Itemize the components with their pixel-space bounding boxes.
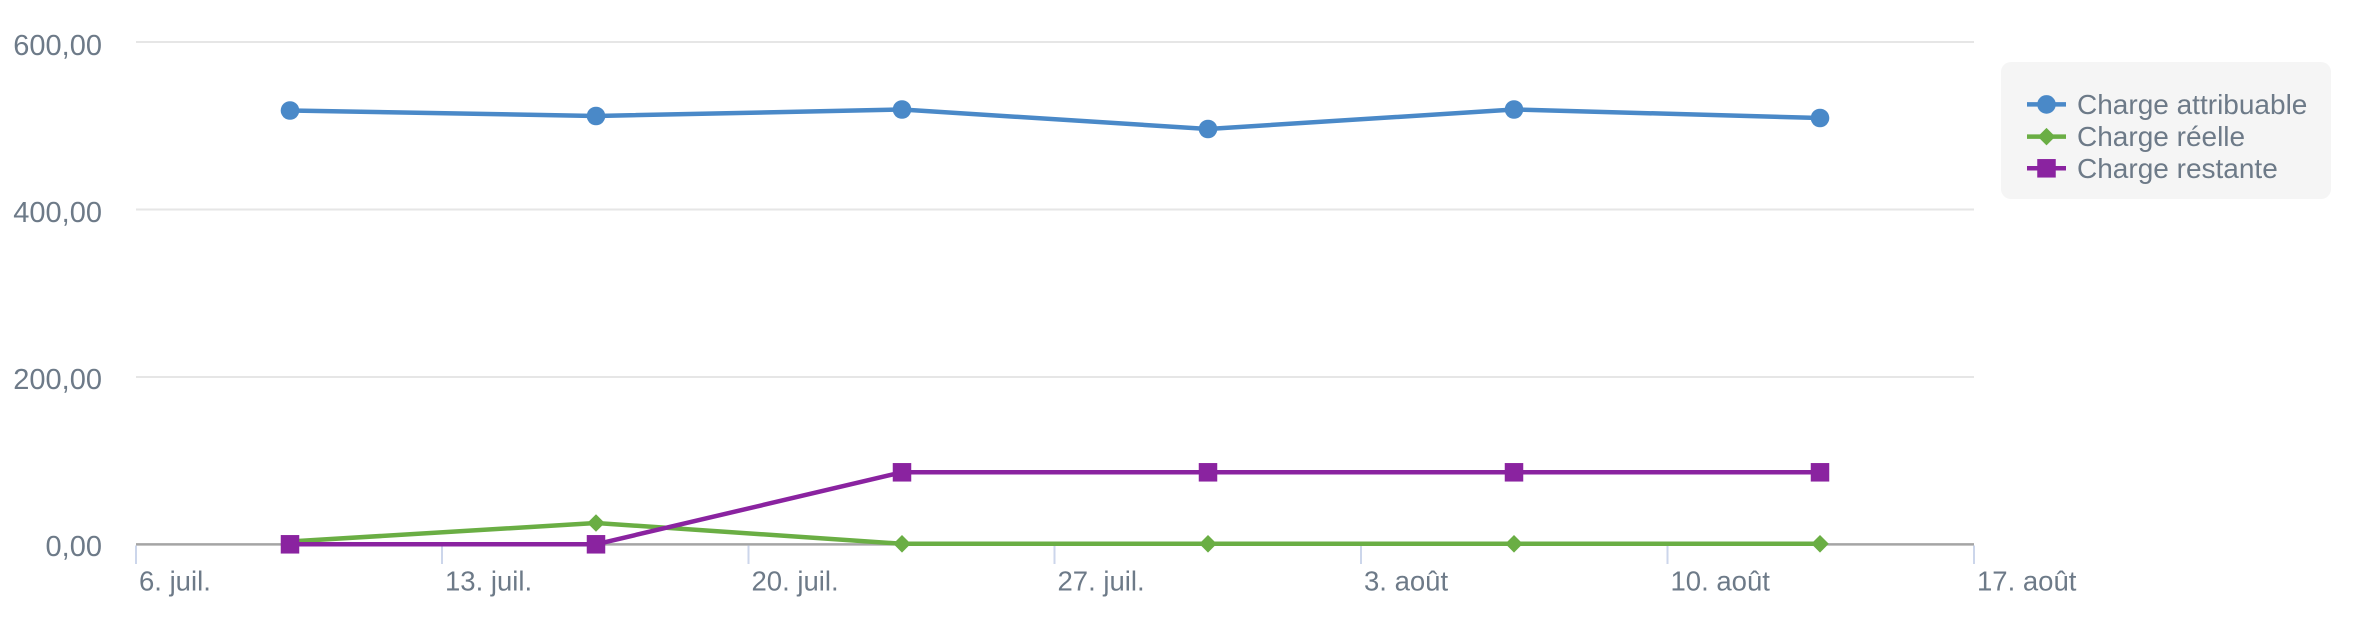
svg-text:3. août: 3. août <box>1364 566 1448 597</box>
svg-text:Charge réelle: Charge réelle <box>2077 121 2245 152</box>
svg-text:20. juil.: 20. juil. <box>752 566 839 597</box>
svg-text:200,00: 200,00 <box>13 364 102 396</box>
svg-text:600,00: 600,00 <box>13 30 102 62</box>
svg-text:6. juil.: 6. juil. <box>139 566 211 597</box>
svg-text:Charge attribuable: Charge attribuable <box>2077 89 2307 120</box>
svg-text:400,00: 400,00 <box>13 197 102 229</box>
svg-text:Charge restante: Charge restante <box>2077 153 2278 184</box>
svg-text:13. juil.: 13. juil. <box>445 566 532 597</box>
svg-text:0,00: 0,00 <box>46 531 102 563</box>
svg-text:17. août: 17. août <box>1977 566 2077 597</box>
svg-text:10. août: 10. août <box>1671 566 1771 597</box>
svg-text:27. juil.: 27. juil. <box>1058 566 1145 597</box>
